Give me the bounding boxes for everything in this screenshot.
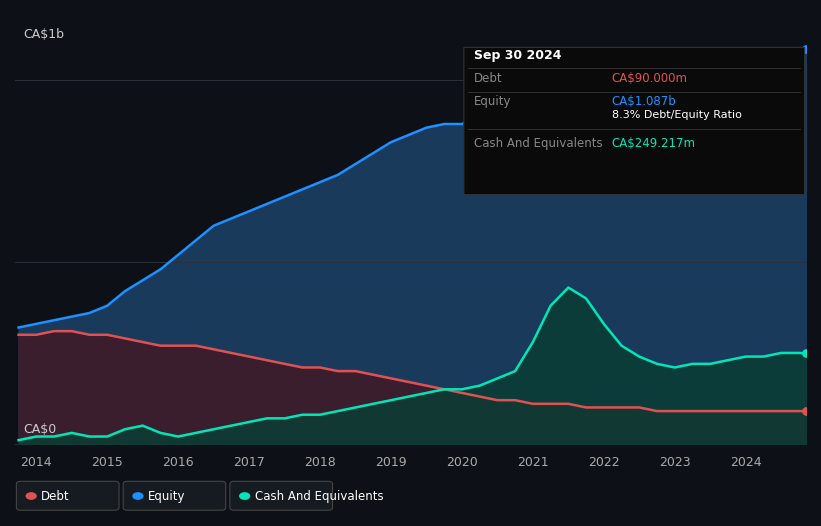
Text: CA$249.217m: CA$249.217m — [612, 137, 695, 150]
Text: CA$90.000m: CA$90.000m — [612, 72, 688, 85]
Text: 8.3% Debt/Equity Ratio: 8.3% Debt/Equity Ratio — [612, 110, 741, 120]
Text: Sep 30 2024: Sep 30 2024 — [474, 49, 562, 62]
Point — [800, 407, 813, 416]
Text: Cash And Equivalents: Cash And Equivalents — [255, 490, 383, 502]
Text: Debt: Debt — [41, 490, 70, 502]
Text: Equity: Equity — [148, 490, 186, 502]
Point — [800, 349, 813, 358]
Text: Debt: Debt — [474, 72, 502, 85]
Text: CA$0: CA$0 — [23, 423, 56, 436]
Point — [800, 45, 813, 53]
Text: CA$1b: CA$1b — [23, 28, 64, 41]
Text: CA$1.087b: CA$1.087b — [612, 95, 677, 108]
Text: Equity: Equity — [474, 95, 511, 108]
Text: Cash And Equivalents: Cash And Equivalents — [474, 137, 603, 150]
